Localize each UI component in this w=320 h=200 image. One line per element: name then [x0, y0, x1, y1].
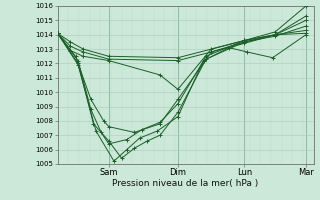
X-axis label: Pression niveau de la mer( hPa ): Pression niveau de la mer( hPa ): [112, 179, 259, 188]
